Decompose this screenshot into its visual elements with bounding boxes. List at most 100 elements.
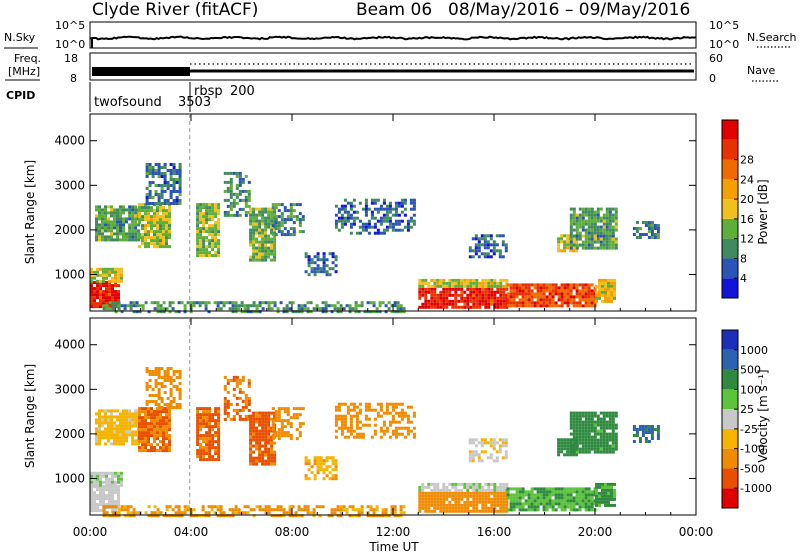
velocity-colorbar-tick-label: -500 [740, 462, 765, 475]
power-panel: 1000 2000 3000 4000 [54, 113, 697, 314]
power-colorbar: 4 8 12 16 20 24 28 [721, 119, 754, 299]
scatter-region-power [95, 205, 141, 242]
colorbar-frame [721, 119, 739, 299]
x-tick-label: 00:00 [73, 525, 108, 539]
scatter-region-vel [418, 482, 509, 492]
colorbar-swatch [722, 448, 738, 469]
velocity-colorbar-tick-label: 100 [740, 383, 761, 396]
nave-tick-bottom: 0 [709, 72, 716, 85]
nsearch-tick-top: 10^5 [709, 19, 739, 32]
colorbar-swatch [722, 389, 738, 410]
freq-block [92, 67, 190, 76]
scatter-region-vel [223, 375, 251, 421]
nsearch-label: N.Search [747, 31, 797, 44]
y-tick-label: 3000 [54, 382, 85, 396]
cpid-program-2-name: rbsp [194, 84, 223, 99]
velocity-colorbar-tick-label: -25 [740, 423, 758, 436]
freq-tick-top: 18 [64, 52, 78, 65]
velocity-colorbar-tick-label: 500 [740, 364, 761, 377]
scatter-region-vel [506, 487, 597, 512]
scatter-region-vel [418, 491, 509, 513]
colorbar-swatch [722, 218, 738, 239]
y-tick-label: 3000 [54, 178, 85, 192]
power-data-layer [90, 163, 660, 314]
colorbar-swatch [722, 330, 738, 350]
power-colorbar-tick-label: 8 [740, 252, 747, 265]
colorbar-swatch [722, 278, 738, 298]
colorbar-swatch [722, 179, 738, 200]
y-tick-label: 2000 [54, 427, 85, 441]
colorbar-swatch [722, 238, 738, 259]
colorbar-swatch [722, 349, 738, 370]
freq-tick-bottom: 8 [70, 72, 77, 85]
colorbar-swatch [722, 369, 738, 390]
power-colorbar-label: Power [dB] [756, 179, 770, 244]
x-tick-label: 08:00 [275, 525, 310, 539]
beam-label: Beam 06 [356, 0, 432, 20]
station-title: Clyde River (fitACF) [92, 0, 258, 20]
nsky-tick-bottom: 10^0 [55, 38, 85, 51]
scatter-region-power [145, 163, 182, 205]
scatter-region-vel [102, 505, 406, 518]
x-tick-label: 04:00 [174, 525, 209, 539]
colorbar-swatch [722, 120, 738, 140]
x-tick-label: 12:00 [376, 525, 411, 539]
scatter-region-power [418, 278, 509, 288]
scatter-region-power [223, 171, 251, 217]
colorbar-swatch [722, 159, 738, 180]
scatter-region-vel [196, 407, 221, 462]
power-colorbar-tick-label: 4 [740, 272, 747, 285]
cpid-program-1-id: 3503 [178, 95, 211, 110]
nsearch-tick-bottom: 10^0 [709, 38, 739, 51]
scatter-region-power [138, 203, 171, 249]
nsky-tick-top: 10^5 [55, 19, 85, 32]
scatter-region-power [271, 203, 305, 237]
scatter-region-vel [90, 471, 123, 487]
scatter-region-vel [632, 425, 660, 443]
velocity-colorbar-label: Velocity [m s⁻¹] [756, 369, 770, 462]
velocity-colorbar-tick-label: -100 [740, 443, 765, 456]
freq-label: Freq. [14, 52, 41, 65]
scatter-region-power [569, 207, 618, 250]
velocity-colorbar-tick-label: 1000 [740, 344, 768, 357]
colorbar-swatch [722, 409, 738, 429]
x-tick-labels: 00:00 04:00 08:00 12:00 16:00 20:00 00:00 [73, 525, 714, 539]
x-tick-label: 20:00 [578, 525, 613, 539]
velocity-colorbar-tick-label: 25 [740, 403, 754, 416]
power-colorbar-tick-label: 24 [740, 173, 754, 186]
date-range: 08/May/2016 – 09/May/2016 [448, 0, 690, 20]
x-axis-label: Time UT [368, 540, 419, 554]
cpid-program-2-id: 200 [230, 84, 255, 99]
scatter-region-power [418, 287, 509, 309]
y-tick-label: 2000 [54, 223, 85, 237]
power-y-label: Slant Range [km] [23, 160, 37, 264]
x-tick-label: 16:00 [477, 525, 512, 539]
scatter-region-power [90, 267, 123, 283]
cpid-label: CPID [6, 89, 35, 102]
nsky-trace [89, 35, 697, 41]
y-tick-label: 1000 [54, 267, 85, 281]
velocity-colorbar-tick-label: -1000 [740, 482, 772, 495]
nave-label: Nave [747, 64, 775, 77]
scatter-region-power [102, 301, 406, 314]
nsky-panel [89, 21, 697, 49]
scatter-region-vel [95, 409, 141, 446]
power-colorbar-tick-label: 28 [740, 154, 754, 167]
nave-tick-top: 60 [709, 52, 723, 65]
velocity-axis-ticks: 1000 2000 3000 4000 [54, 318, 697, 515]
scatter-region-vel [468, 438, 508, 463]
nsky-label: N.Sky [4, 31, 36, 44]
power-colorbar-tick-label: 12 [740, 233, 754, 246]
freq-panel [89, 52, 697, 81]
freq-unit: [MHz] [8, 65, 40, 78]
colorbar-swatch [722, 258, 738, 279]
scatter-region-power [506, 283, 597, 308]
colorbar-swatch [722, 488, 738, 508]
y-tick-label: 4000 [54, 338, 85, 352]
velocity-panel: 1000 2000 3000 4000 [54, 317, 697, 518]
scatter-region-vel [569, 411, 618, 454]
colorbar-swatch [722, 428, 738, 449]
scatter-region-vel [595, 482, 616, 507]
scatter-region-vel [271, 407, 305, 441]
